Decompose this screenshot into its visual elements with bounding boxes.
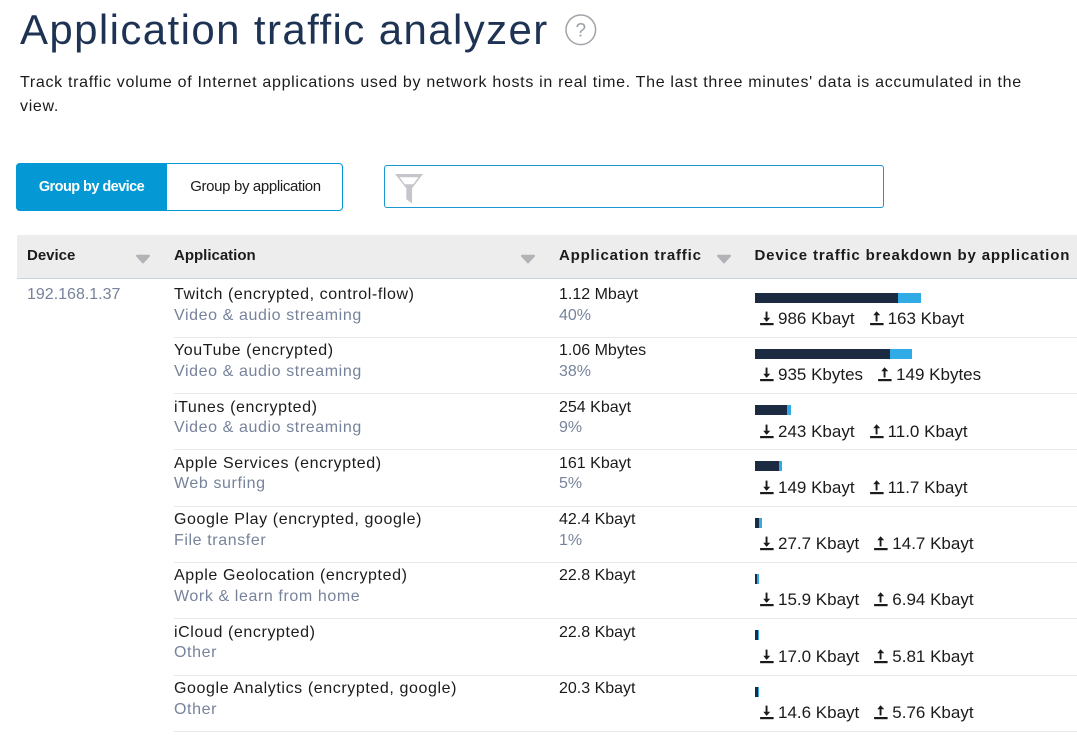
svg-text:?: ?: [576, 21, 587, 42]
